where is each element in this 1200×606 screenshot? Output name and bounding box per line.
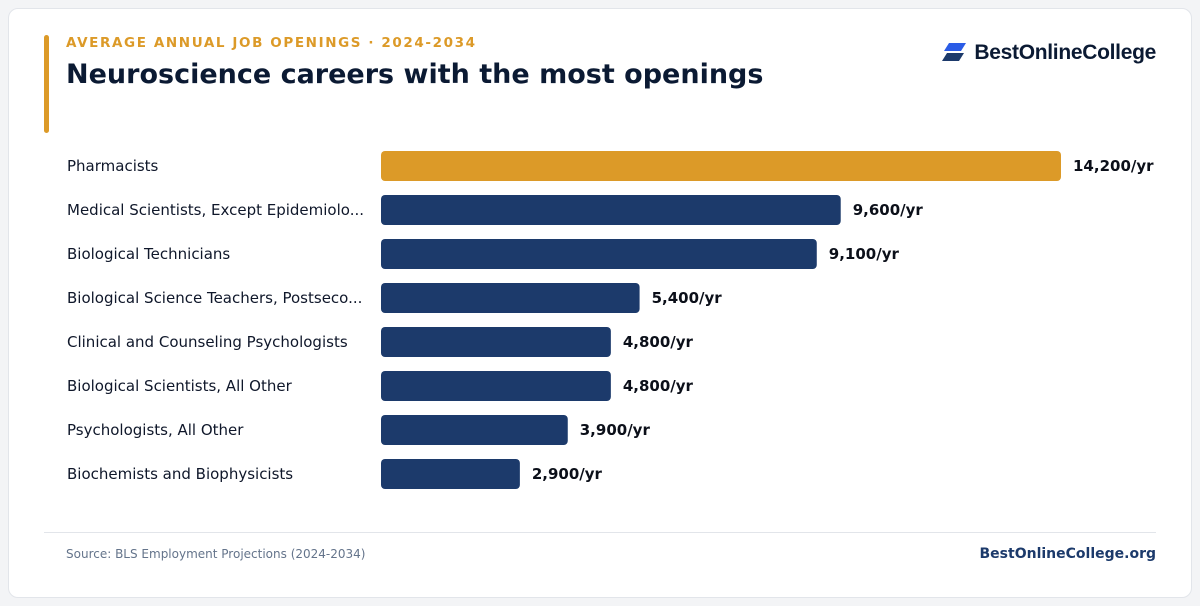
value-label: 9,100/yr [829, 245, 900, 263]
value-label: 14,200/yr [1073, 157, 1154, 175]
chart-title: Neuroscience careers with the most openi… [66, 59, 764, 90]
category-label: Biological Technicians [67, 245, 230, 263]
chart-eyebrow: AVERAGE ANNUAL JOB OPENINGS · 2024-2034 [66, 35, 477, 51]
category-label: Medical Scientists, Except Epidemiolo... [67, 201, 364, 219]
category-label: Clinical and Counseling Psychologists [67, 333, 348, 351]
value-label: 5,400/yr [652, 289, 723, 307]
bar [381, 195, 841, 225]
bar [381, 415, 568, 445]
bar-chart: Pharmacists 14,200/yr Medical Scientists, … [67, 151, 1154, 489]
footer-divider [44, 532, 1156, 533]
bar [381, 151, 1061, 181]
source-note: Source: BLS Employment Projections (2024… [66, 547, 366, 561]
accent-bar [44, 35, 49, 133]
category-label: Biological Scientists, All Other [67, 377, 293, 395]
bar [381, 371, 611, 401]
bar [381, 283, 640, 313]
category-label: Pharmacists [67, 157, 159, 175]
value-label: 3,900/yr [580, 421, 651, 439]
category-label: Psychologists, All Other [67, 421, 244, 439]
bar [381, 327, 611, 357]
bar [381, 239, 817, 269]
brand-name: BestOnlineCollege [974, 41, 1156, 64]
brand-logo: BestOnlineCollege [942, 41, 1156, 65]
footer-site-link[interactable]: BestOnlineCollege.org [979, 546, 1156, 562]
value-label: 9,600/yr [853, 201, 924, 219]
value-label: 4,800/yr [623, 377, 694, 395]
value-label: 2,900/yr [532, 465, 603, 483]
category-label: Biological Science Teachers, Postseco... [67, 289, 362, 307]
value-label: 4,800/yr [623, 333, 694, 351]
brand-mark-icon [942, 43, 967, 61]
category-label: Biochemists and Biophysicists [67, 465, 293, 483]
bar [381, 459, 520, 489]
chart-card: AVERAGE ANNUAL JOB OPENINGS · 2024-2034 … [8, 8, 1192, 598]
